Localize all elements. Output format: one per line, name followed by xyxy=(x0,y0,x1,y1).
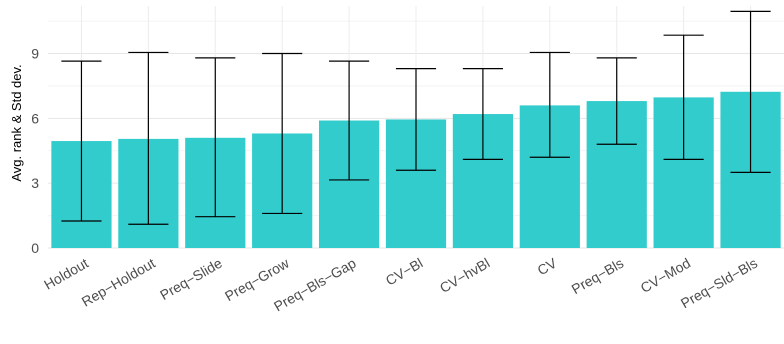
x-tick-label: Preq−Slide xyxy=(157,255,225,303)
y-tick-label: 3 xyxy=(31,175,39,191)
x-tick-label: CV−Mod xyxy=(638,255,694,296)
x-tick-label: Preq−Bls xyxy=(569,255,627,297)
x-tick-label: Rep−Holdout xyxy=(79,255,158,310)
y-tick-label: 9 xyxy=(31,46,39,62)
y-tick-label: 0 xyxy=(31,240,39,256)
x-tick-label: Preq−Sld−Bls xyxy=(678,255,760,312)
error-bars xyxy=(61,10,771,225)
x-tick-label: CV−hvBl xyxy=(437,255,493,296)
y-tick-label: 6 xyxy=(31,110,39,126)
y-axis-ticks: 0 3 6 9 xyxy=(31,46,39,256)
x-tick-label: CV−Bl xyxy=(383,255,426,289)
y-axis-title: Avg. rank & Std dev. xyxy=(9,64,24,181)
x-tick-label: CV xyxy=(534,254,559,278)
x-tick-label: Holdout xyxy=(41,255,91,293)
